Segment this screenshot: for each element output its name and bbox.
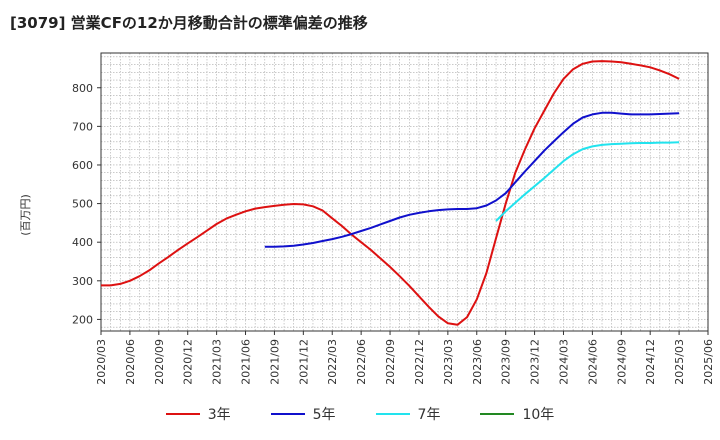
x-tick-label: 2024/09 <box>615 339 628 385</box>
series-line-7年 <box>495 141 680 222</box>
legend-label: 10年 <box>522 407 555 423</box>
x-tick-label: 2022/09 <box>384 339 397 385</box>
x-tick-label: 2025/06 <box>702 339 715 385</box>
x-tick-label: 2022/06 <box>355 339 368 385</box>
legend-item: 5年 <box>270 404 336 424</box>
y-tick-label: 800 <box>72 82 93 95</box>
legend-label: 3年 <box>207 407 231 423</box>
legend-swatch <box>165 413 200 415</box>
x-tick-label: 2023/12 <box>529 339 542 385</box>
x-tick-label: 2022/12 <box>413 339 426 385</box>
x-tick-label: 2020/03 <box>95 339 108 385</box>
plot-area <box>101 53 708 331</box>
series-line-5年 <box>264 111 680 248</box>
y-tick-label: 600 <box>72 159 93 172</box>
y-tick-label: 500 <box>72 198 93 211</box>
x-tick-label: 2024/06 <box>586 339 599 385</box>
x-tick-label: 2021/03 <box>211 339 224 385</box>
legend-item: 10年 <box>480 404 554 424</box>
x-tick-label: 2023/09 <box>500 339 513 385</box>
x-tick-label: 2025/03 <box>673 339 686 385</box>
x-tick-label: 2021/12 <box>297 339 310 385</box>
legend-item: 7年 <box>375 404 441 424</box>
y-tick-label: 700 <box>72 120 93 133</box>
x-tick-label: 2023/03 <box>442 339 455 385</box>
x-tick-label: 2023/06 <box>471 339 484 385</box>
y-tick-label: 200 <box>72 313 93 326</box>
legend-label: 7年 <box>417 407 441 423</box>
chart-legend: 3年 5年 7年 10年 <box>0 404 720 424</box>
x-tick-label: 2024/03 <box>557 339 570 385</box>
x-tick-label: 2021/09 <box>268 339 281 385</box>
legend-swatch <box>270 413 305 415</box>
x-tick-label: 2020/09 <box>153 339 166 385</box>
x-tick-label: 2021/06 <box>240 339 253 385</box>
y-tick-label: 300 <box>72 275 93 288</box>
series-line-3年 <box>101 60 680 326</box>
legend-swatch <box>480 413 515 415</box>
y-tick-label: 400 <box>72 236 93 249</box>
plot-frame <box>100 52 709 332</box>
x-tick-label: 2024/12 <box>644 339 657 385</box>
chart-title: [3079] 営業CFの12か月移動合計の標準偏差の推移 <box>10 14 368 32</box>
legend-swatch <box>375 413 410 415</box>
x-tick-label: 2020/12 <box>182 339 195 385</box>
x-tick-label: 2022/03 <box>326 339 339 385</box>
legend-label: 5年 <box>312 407 336 423</box>
x-tick-label: 2020/06 <box>124 339 137 385</box>
legend-item: 3年 <box>165 404 231 424</box>
